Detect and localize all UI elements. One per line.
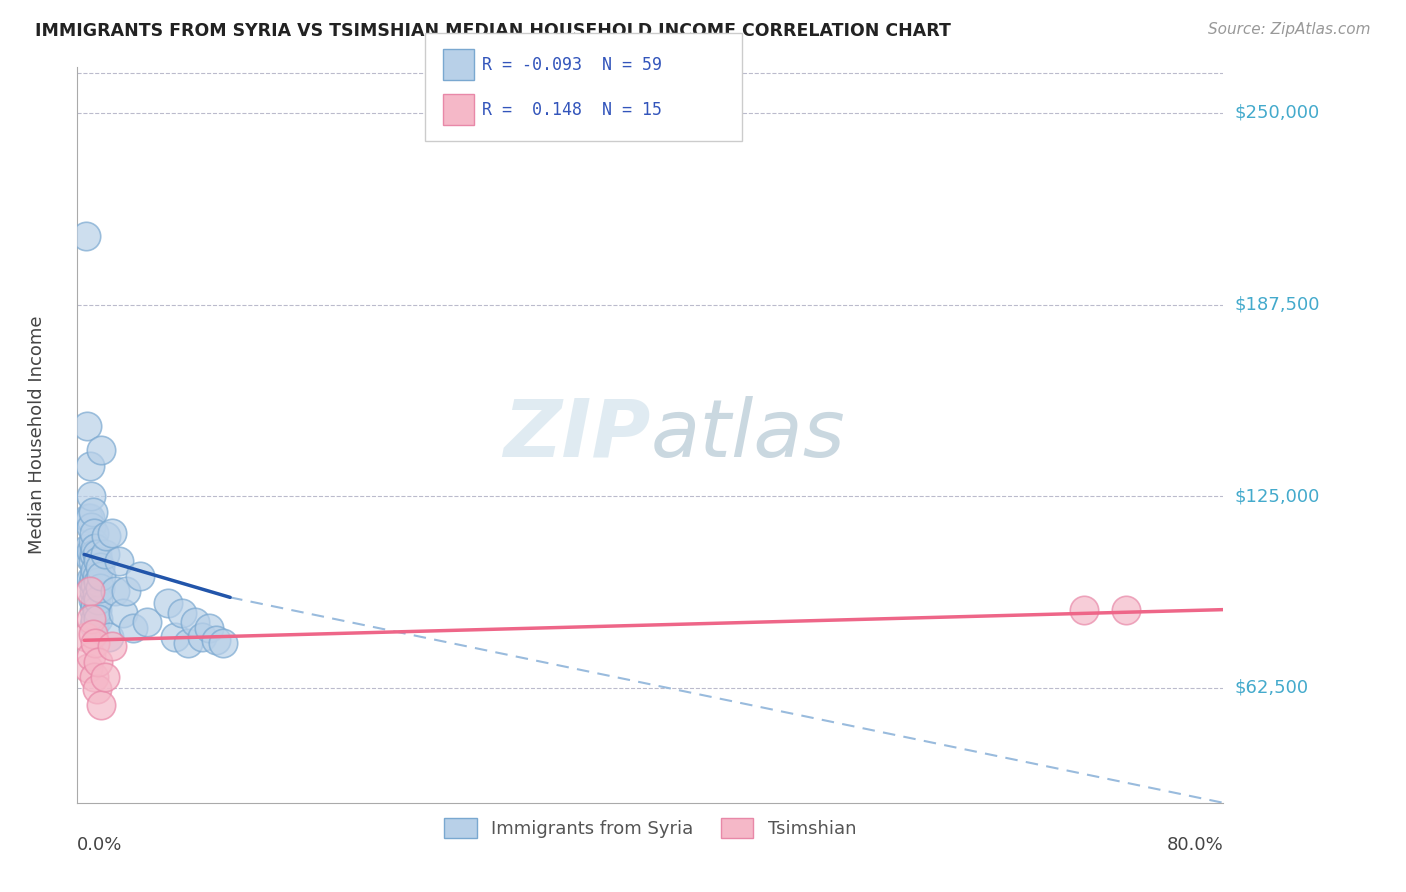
Point	[94, 548, 117, 562]
Text: R = -0.093  N = 59: R = -0.093 N = 59	[482, 55, 662, 74]
Point	[90, 443, 112, 458]
Point	[82, 535, 104, 549]
Text: $187,500: $187,500	[1234, 295, 1320, 313]
Point	[89, 581, 111, 595]
Point	[86, 682, 108, 697]
Point	[83, 618, 105, 632]
Point	[87, 553, 110, 567]
Point	[76, 418, 98, 433]
Point	[1073, 602, 1095, 616]
Point	[104, 584, 127, 599]
Point	[83, 670, 105, 684]
Point	[83, 569, 105, 583]
Point	[79, 584, 101, 599]
Point	[75, 630, 97, 644]
Point	[80, 612, 103, 626]
Point	[84, 597, 107, 611]
Point	[212, 636, 235, 650]
Point	[84, 563, 107, 577]
Point	[82, 553, 104, 567]
Point	[80, 648, 103, 663]
Point	[205, 633, 228, 648]
Point	[87, 655, 110, 669]
Point	[94, 670, 117, 684]
Point	[83, 602, 105, 616]
Point	[90, 698, 112, 712]
Point	[98, 630, 121, 644]
Point	[77, 661, 100, 675]
Text: 80.0%: 80.0%	[1167, 836, 1223, 854]
Point	[170, 606, 193, 620]
Point	[75, 228, 97, 243]
Text: Median Household Income: Median Household Income	[28, 316, 46, 554]
Point	[82, 627, 104, 641]
Text: 0.0%: 0.0%	[77, 836, 122, 854]
Point	[80, 572, 103, 586]
Point	[87, 612, 110, 626]
Point	[83, 526, 105, 541]
Point	[96, 529, 118, 543]
Point	[84, 578, 107, 592]
Point	[115, 584, 138, 599]
Point	[79, 458, 101, 473]
Point	[128, 569, 150, 583]
Point	[198, 621, 221, 635]
Point	[108, 553, 131, 567]
Point	[86, 587, 108, 601]
Point	[122, 621, 145, 635]
Point	[1115, 602, 1137, 616]
Point	[163, 630, 186, 644]
Point	[177, 636, 200, 650]
Point	[90, 569, 112, 583]
Text: IMMIGRANTS FROM SYRIA VS TSIMSHIAN MEDIAN HOUSEHOLD INCOME CORRELATION CHART: IMMIGRANTS FROM SYRIA VS TSIMSHIAN MEDIA…	[35, 22, 950, 40]
Text: Source: ZipAtlas.com: Source: ZipAtlas.com	[1208, 22, 1371, 37]
Point	[101, 526, 124, 541]
Point	[86, 569, 108, 583]
Point	[82, 504, 104, 518]
Text: $62,500: $62,500	[1234, 679, 1309, 697]
Point	[83, 548, 105, 562]
Point	[112, 606, 135, 620]
Point	[77, 510, 100, 524]
Point	[135, 615, 157, 629]
Point	[156, 597, 179, 611]
Point	[184, 615, 207, 629]
Text: ZIP: ZIP	[503, 396, 651, 474]
Point	[87, 593, 110, 607]
Point	[101, 640, 124, 654]
Legend: Immigrants from Syria, Tsimshian: Immigrants from Syria, Tsimshian	[437, 811, 863, 846]
Point	[84, 612, 107, 626]
Point	[84, 636, 107, 650]
Point	[82, 593, 104, 607]
Point	[80, 489, 103, 503]
Point	[79, 510, 101, 524]
Text: $250,000: $250,000	[1234, 103, 1320, 122]
Text: $125,000: $125,000	[1234, 487, 1320, 505]
Point	[80, 520, 103, 534]
Point	[79, 550, 101, 565]
Point	[82, 574, 104, 589]
Point	[89, 559, 111, 574]
Point	[80, 544, 103, 558]
Text: R =  0.148  N = 15: R = 0.148 N = 15	[482, 101, 662, 119]
Point	[83, 584, 105, 599]
Text: atlas: atlas	[651, 396, 845, 474]
Point	[86, 602, 108, 616]
Point	[191, 630, 214, 644]
Point	[87, 574, 110, 589]
Point	[84, 541, 107, 556]
Point	[77, 541, 100, 556]
Point	[86, 548, 108, 562]
